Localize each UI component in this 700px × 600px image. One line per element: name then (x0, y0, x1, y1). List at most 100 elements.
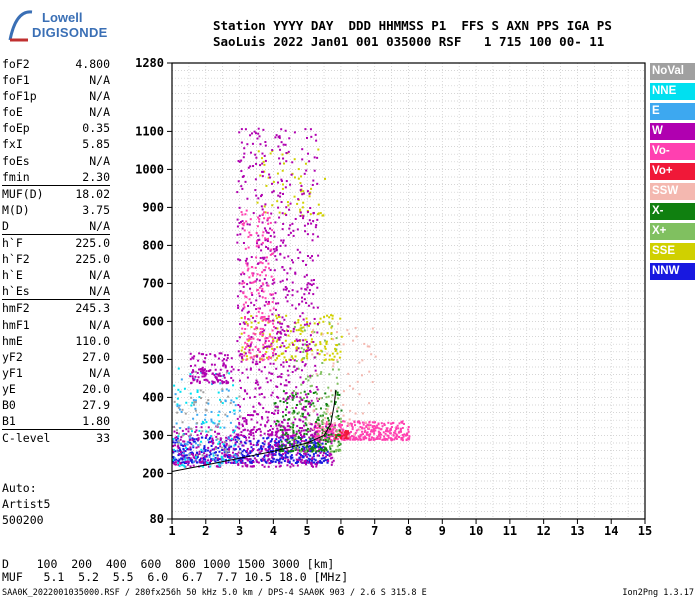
data-point (373, 427, 376, 430)
data-point (335, 331, 338, 334)
data-point (218, 410, 221, 413)
data-point (289, 450, 292, 453)
data-point (267, 455, 270, 458)
data-point (301, 399, 304, 402)
data-point (372, 429, 375, 432)
data-point (346, 430, 349, 433)
data-point (286, 402, 289, 405)
data-point (321, 449, 324, 452)
data-point (200, 426, 203, 429)
data-point (264, 340, 267, 343)
data-point (324, 447, 327, 450)
data-point (263, 154, 266, 157)
param-value: 20.0 (82, 381, 110, 396)
data-point (177, 435, 180, 438)
data-point (367, 427, 370, 430)
data-point (372, 430, 375, 433)
data-point (368, 437, 371, 440)
data-point (305, 450, 308, 453)
data-point (196, 380, 199, 383)
data-point (241, 357, 244, 360)
data-point (222, 458, 225, 461)
data-point (197, 437, 200, 440)
data-point (290, 422, 293, 425)
data-point (265, 350, 268, 353)
param-name: foF1 (2, 73, 30, 88)
data-point (279, 322, 282, 325)
data-point (286, 300, 289, 303)
data-point (259, 257, 262, 260)
data-point (289, 330, 292, 333)
data-point (379, 428, 382, 431)
data-point (309, 128, 312, 131)
data-point (308, 343, 311, 346)
data-point (218, 372, 221, 375)
data-point (320, 332, 323, 335)
data-point (261, 457, 264, 460)
data-point (312, 220, 315, 223)
data-point (285, 435, 288, 438)
data-point (252, 448, 255, 451)
data-point (336, 407, 339, 410)
data-point (297, 318, 300, 321)
data-point (306, 324, 309, 327)
data-point (288, 365, 291, 368)
data-point (281, 434, 284, 437)
data-point (340, 434, 343, 437)
data-point (343, 434, 346, 437)
data-point (287, 397, 290, 400)
data-point (270, 212, 273, 215)
data-point (287, 428, 290, 431)
data-point (240, 459, 243, 462)
data-point (265, 281, 268, 284)
data-point (194, 401, 197, 404)
data-point (200, 353, 203, 356)
data-point (349, 438, 352, 441)
data-point (299, 251, 302, 254)
data-point (231, 451, 234, 454)
data-point (249, 452, 252, 455)
data-point (236, 191, 239, 194)
data-point (245, 358, 248, 361)
data-point (242, 241, 245, 244)
data-point (259, 357, 262, 360)
data-point (253, 410, 256, 413)
data-point (298, 303, 301, 306)
data-point (380, 422, 383, 425)
data-point (175, 463, 178, 466)
x-tick-label: 11 (503, 524, 517, 538)
data-point (305, 344, 308, 347)
data-point (194, 399, 197, 402)
data-point (322, 457, 325, 460)
data-point (340, 409, 343, 412)
data-point (238, 421, 241, 424)
data-point (238, 442, 241, 445)
data-point (228, 444, 231, 447)
data-point (328, 454, 331, 457)
data-point (271, 329, 274, 332)
data-point (281, 169, 284, 172)
data-point (326, 450, 329, 453)
data-point (309, 322, 312, 325)
data-point (316, 374, 319, 377)
data-point (304, 363, 307, 366)
data-point (189, 446, 192, 449)
data-point (286, 438, 289, 441)
data-point (276, 357, 279, 360)
data-point (226, 357, 229, 360)
data-point (191, 375, 194, 378)
param-value: N/A (89, 73, 110, 88)
virtual-height-trace (171, 389, 337, 472)
data-point (246, 447, 249, 450)
data-point (237, 433, 240, 436)
data-point (276, 200, 279, 203)
data-point (351, 428, 354, 431)
data-point (261, 417, 264, 420)
data-point (248, 458, 251, 461)
data-point (315, 373, 318, 376)
data-point (192, 456, 195, 459)
data-point (270, 248, 273, 251)
legend-item: SSW (650, 183, 695, 200)
data-point (310, 423, 313, 426)
data-point (295, 448, 298, 451)
